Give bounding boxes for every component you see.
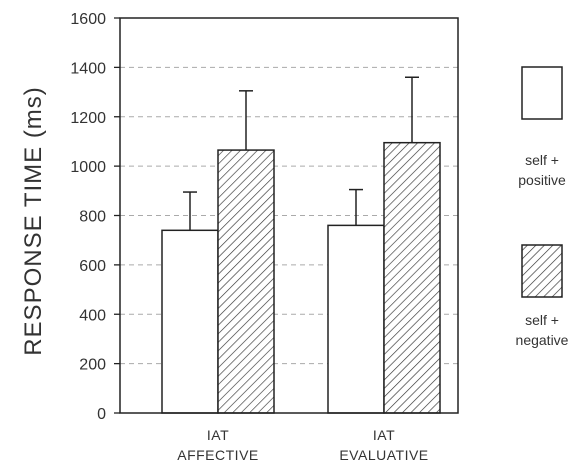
- bars: [161, 76, 441, 414]
- bar-negative-0: [217, 149, 275, 414]
- x-category-labels: IAT AFFECTIVE IAT EVALUATIVE: [177, 427, 428, 463]
- y-tick-label-200: 200: [79, 357, 106, 374]
- y-tick-label-1200: 1200: [70, 110, 106, 127]
- legend-label-positive: self + positive: [518, 152, 566, 188]
- y-tick-label-0: 0: [97, 406, 106, 423]
- bar-positive-0: [161, 229, 219, 414]
- legend-label-negative: self + negative: [516, 312, 569, 348]
- axes: [114, 17, 459, 414]
- y-tick-label-1000: 1000: [70, 159, 106, 176]
- plot-frame: [119, 17, 459, 414]
- y-tick-label-600: 600: [79, 258, 106, 275]
- legend-label-line: negative: [516, 332, 569, 348]
- bar-positive-1: [327, 224, 385, 414]
- category-label-0: IAT AFFECTIVE: [177, 427, 259, 463]
- legend-label-line: positive: [518, 172, 566, 188]
- category-label-line: IAT: [207, 427, 229, 443]
- legend-label-line: self +: [525, 152, 559, 168]
- category-label-line: AFFECTIVE: [177, 447, 259, 463]
- y-tick-label-400: 400: [79, 307, 106, 324]
- legend-label-line: self +: [525, 312, 559, 328]
- legend: self + positive self + negative: [516, 66, 569, 348]
- legend-swatch-positive: [521, 66, 563, 120]
- category-label-1: IAT EVALUATIVE: [339, 427, 428, 463]
- legend-swatch-negative: [521, 244, 563, 298]
- y-tick-labels: 0 200 400 600 800 1000 1200 1400 1600: [70, 11, 106, 423]
- y-tick-label-1400: 1400: [70, 60, 106, 77]
- y-tick-label-800: 800: [79, 209, 106, 226]
- y-tick-label-1600: 1600: [70, 11, 106, 28]
- category-label-line: EVALUATIVE: [339, 447, 428, 463]
- category-label-line: IAT: [373, 427, 395, 443]
- y-axis-label: RESPONSE TIME (ms): [20, 86, 47, 356]
- bar-negative-1: [383, 141, 441, 414]
